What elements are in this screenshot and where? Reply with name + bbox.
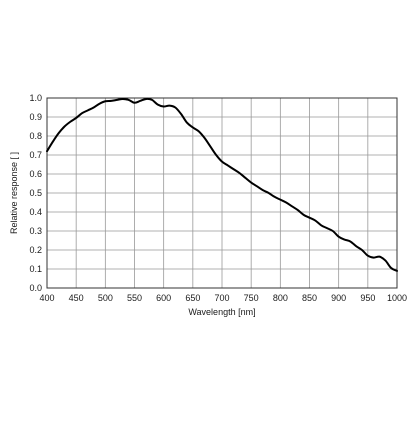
x-tick-label: 600 [156, 293, 171, 303]
y-tick-label: 1.0 [29, 93, 42, 103]
y-axis-label: Relative response [ ] [9, 152, 19, 234]
plot-frame [46, 97, 398, 289]
y-tick-label: 0.3 [29, 226, 42, 236]
y-tick-label: 0.5 [29, 188, 42, 198]
y-tick-label: 0.8 [29, 131, 42, 141]
x-tick-label: 700 [214, 293, 229, 303]
y-tick-labels: 0.0 0.1 0.2 0.3 0.4 0.5 0.6 0.7 0.8 0.9 1.0 [29, 93, 42, 293]
grid [46, 97, 398, 289]
y-tick-label: 0.7 [29, 150, 42, 160]
x-tick-label: 650 [185, 293, 200, 303]
y-tick-label: 0.2 [29, 245, 42, 255]
x-tick-label: 550 [127, 293, 142, 303]
y-tick-label: 0.6 [29, 169, 42, 179]
y-tick-label: 0.9 [29, 112, 42, 122]
x-tick-label: 400 [39, 293, 54, 303]
x-tick-label: 850 [302, 293, 317, 303]
x-tick-label: 950 [360, 293, 375, 303]
response-curve-series [46, 97, 398, 272]
x-tick-labels: 400 450 500 550 600 650 700 750 800 850 900 950 1000 [39, 293, 407, 303]
x-tick-label: 1000 [387, 293, 407, 303]
y-tick-label: 0.4 [29, 207, 42, 217]
x-tick-label: 900 [331, 293, 346, 303]
x-tick-label: 500 [98, 293, 113, 303]
x-tick-label: 450 [69, 293, 84, 303]
x-axis-label: Wavelength [nm] [188, 307, 255, 317]
y-tick-label: 0.0 [29, 283, 42, 293]
x-tick-label: 800 [273, 293, 288, 303]
y-tick-label: 0.1 [29, 264, 42, 274]
x-tick-label: 750 [244, 293, 259, 303]
